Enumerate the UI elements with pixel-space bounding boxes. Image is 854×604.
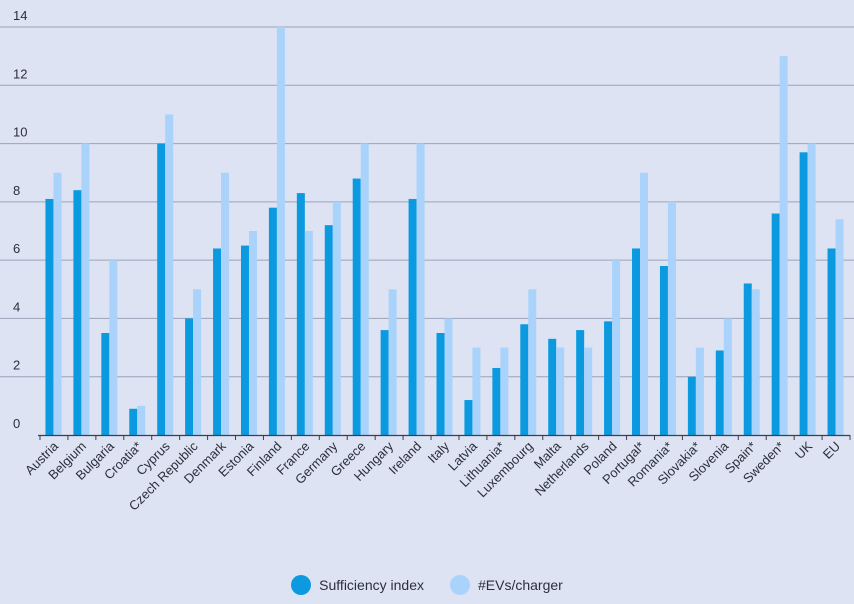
bar-evs-charger-france xyxy=(304,231,313,435)
bar-sufficiency-index-denmark xyxy=(213,248,222,435)
bar-evs-charger-slovenia xyxy=(723,318,732,435)
bar-evs-charger-spain xyxy=(751,289,760,435)
bar-sufficiency-index-poland xyxy=(604,321,613,435)
bar-evs-charger-romania xyxy=(667,201,676,435)
y-tick-label-6: 6 xyxy=(13,241,20,256)
legend-item-sufficiency-index: Sufficiency index xyxy=(291,575,424,595)
bar-sufficiency-index-belgium xyxy=(73,190,82,435)
x-tick-labels: AustriaBelgiumBulgariaCroatia*CyprusCzec… xyxy=(22,438,843,514)
bar-sufficiency-index-luxembourg xyxy=(520,324,529,435)
bars xyxy=(45,27,844,436)
bar-evs-charger-uk xyxy=(807,143,816,436)
bar-evs-charger-luxembourg xyxy=(528,289,537,435)
bar-sufficiency-index-lithuania xyxy=(492,367,501,435)
bar-evs-charger-denmark xyxy=(221,172,230,435)
y-tick-label-12: 12 xyxy=(13,66,27,81)
bar-sufficiency-index-italy xyxy=(436,333,445,435)
y-tick-label-14: 14 xyxy=(13,8,27,23)
bar-evs-charger-italy xyxy=(444,318,453,435)
bar-sufficiency-index-hungary xyxy=(380,330,389,435)
bar-sufficiency-index-spain xyxy=(743,283,752,435)
bar-sufficiency-index-eu xyxy=(827,248,836,435)
bar-evs-charger-bulgaria xyxy=(109,260,118,435)
bar-evs-charger-austria xyxy=(53,172,62,435)
bar-sufficiency-index-uk xyxy=(799,152,808,436)
bar-sufficiency-index-ireland xyxy=(408,198,417,435)
axes xyxy=(38,434,851,440)
bar-sufficiency-index-finland xyxy=(268,207,277,435)
bar-sufficiency-index-germany xyxy=(324,225,333,435)
legend-label-sufficiency-index: Sufficiency index xyxy=(319,577,424,593)
legend-item-evs-per-charger: #EVs/charger xyxy=(449,575,563,595)
bar-evs-charger-germany xyxy=(332,201,341,435)
bar-sufficiency-index-slovenia xyxy=(715,350,724,435)
bar-evs-charger-cyprus xyxy=(165,114,174,435)
bar-sufficiency-index-romania xyxy=(659,265,668,435)
bar-sufficiency-index-greece xyxy=(352,178,361,436)
bar-sufficiency-index-portugal xyxy=(632,248,641,435)
bar-evs-charger-netherlands xyxy=(584,347,593,435)
bar-evs-charger-ireland xyxy=(416,143,425,436)
bar-sufficiency-index-estonia xyxy=(240,245,249,435)
bar-sufficiency-index-cyprus xyxy=(157,143,166,436)
y-tick-labels: 0 2 4 6 8 10 12 14 xyxy=(13,8,27,431)
gridlines xyxy=(0,26,854,378)
bar-sufficiency-index-bulgaria xyxy=(101,333,110,435)
y-tick-label-0: 0 xyxy=(13,416,20,431)
legend-swatch-sufficiency-index xyxy=(291,575,312,595)
x-tick-label-uk: UK xyxy=(792,438,816,462)
bar-sufficiency-index-netherlands xyxy=(576,330,585,435)
bar-sufficiency-index-sweden xyxy=(771,213,780,435)
bar-evs-charger-malta xyxy=(556,347,565,435)
bar-evs-charger-poland xyxy=(612,260,621,435)
x-tick-label-eu: EU xyxy=(820,439,843,462)
bar-evs-charger-hungary xyxy=(388,289,397,435)
bar-sufficiency-index-slovakia xyxy=(687,376,696,435)
bar-sufficiency-index-czech-republic xyxy=(185,318,194,435)
y-tick-label-2: 2 xyxy=(13,358,20,373)
bar-evs-charger-eu xyxy=(835,219,844,435)
legend-label-evs-per-charger: #EVs/charger xyxy=(477,577,563,593)
bar-evs-charger-croatia xyxy=(137,405,146,435)
y-tick-label-8: 8 xyxy=(13,183,20,198)
bar-evs-charger-latvia xyxy=(472,347,481,435)
bar-evs-charger-lithuania xyxy=(500,347,509,435)
bar-evs-charger-sweden xyxy=(779,56,788,436)
bar-sufficiency-index-latvia xyxy=(464,400,473,435)
bar-evs-charger-finland xyxy=(276,27,285,435)
bar-sufficiency-index-croatia xyxy=(129,408,138,435)
legend-swatch-evs-per-charger xyxy=(449,575,470,595)
bar-evs-charger-portugal xyxy=(640,172,649,435)
bar-sufficiency-index-austria xyxy=(45,198,54,435)
bar-evs-charger-estonia xyxy=(248,231,257,435)
bar-evs-charger-greece xyxy=(360,143,369,436)
bar-sufficiency-index-malta xyxy=(548,338,557,435)
bar-evs-charger-czech-republic xyxy=(193,289,202,435)
y-tick-label-4: 4 xyxy=(13,299,20,314)
y-tick-label-10: 10 xyxy=(13,125,27,140)
bar-sufficiency-index-france xyxy=(296,193,305,435)
bar-evs-charger-belgium xyxy=(81,143,90,436)
bar-evs-charger-slovakia xyxy=(695,347,704,435)
legend: Sufficiency index #EVs/charger xyxy=(0,572,854,598)
